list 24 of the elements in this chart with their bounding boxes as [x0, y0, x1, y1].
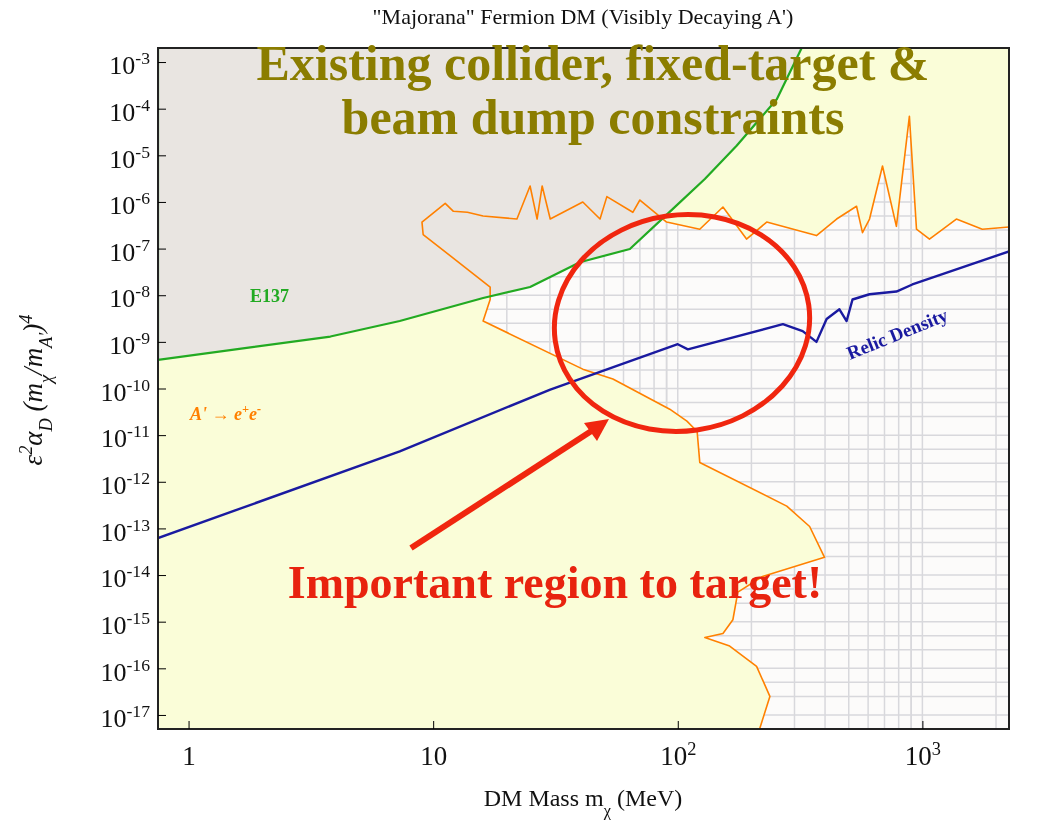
series-label: E137 [250, 286, 290, 306]
y-tick-label: 10$^{-10}$ [100, 374, 151, 407]
x-tick-label: 10$^{2}$ [660, 739, 697, 772]
y-tick-label: 10$^{-6}$ [109, 188, 151, 221]
y-tick-label: 10$^{-7}$ [109, 234, 151, 267]
x-axis-title: DM Mass m$_{χ}$ (MeV) [483, 785, 683, 820]
y-tick-label: 10$^{-14}$ [100, 561, 151, 594]
y-tick-label: 10$^{-15}$ [100, 607, 151, 640]
x-tick-label: 10 [420, 741, 448, 772]
y-tick-label: 10$^{-3}$ [109, 48, 151, 81]
y-tick-label: 10$^{-17}$ [100, 701, 151, 734]
y-tick-label: 10$^{-16}$ [100, 654, 151, 687]
chart-title: "Majorana" Fermion DM (Visibly Decaying A') [372, 4, 794, 29]
y-tick-label: 10$^{-5}$ [109, 141, 151, 174]
text: A' → e$^{+}$e$^{-}$ [189, 402, 262, 424]
y-tick-label: 10$^{-13}$ [100, 514, 151, 547]
x-tick-label: 10$^{3}$ [904, 739, 941, 772]
x-tick-label: 1 [182, 741, 196, 772]
y-tick-label: 10$^{-11}$ [101, 421, 150, 454]
text: Relic Density [843, 303, 952, 364]
y-tick-label: 10$^{-4}$ [109, 94, 151, 127]
y-tick-label: 10$^{-12}$ [100, 467, 150, 500]
y-tick-label: 10$^{-9}$ [109, 328, 151, 361]
y-tick-label: 10$^{-8}$ [109, 281, 151, 314]
